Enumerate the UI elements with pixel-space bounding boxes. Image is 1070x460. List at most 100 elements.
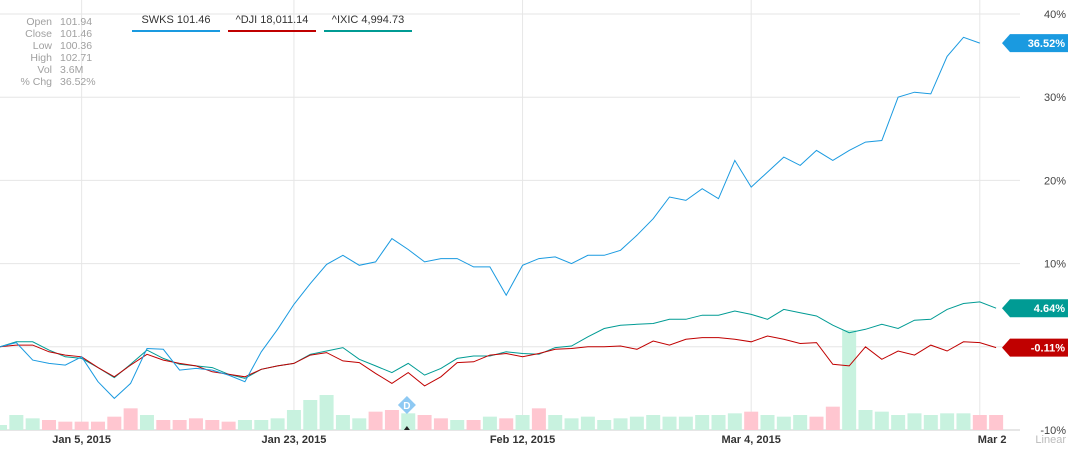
y-tick-label: 40%	[1044, 9, 1066, 21]
volume-bar	[940, 413, 955, 430]
volume-bar	[319, 395, 334, 430]
info-label: High	[30, 52, 52, 64]
volume-bar	[776, 416, 791, 430]
volume-bar	[744, 411, 759, 430]
volume-bar	[580, 416, 595, 430]
info-row-open: Open 101.94	[6, 16, 96, 28]
grid	[0, 0, 1020, 431]
volume-bar	[923, 415, 938, 430]
end-label-tag	[1002, 34, 1068, 53]
end-label-swks: 36.52%	[1002, 34, 1068, 53]
volume-bar	[90, 421, 105, 430]
volume-bar	[286, 410, 301, 430]
volume-bar	[597, 420, 612, 430]
volume-bar	[907, 413, 922, 430]
x-tick-label: Mar 2	[978, 434, 1007, 446]
volume-bar	[156, 420, 171, 430]
volume-bar	[188, 418, 203, 430]
volume-bar	[205, 420, 220, 430]
end-label-text: 36.52%	[1028, 38, 1066, 50]
x-tick-label: Jan 5, 2015	[52, 434, 111, 446]
volume-bar	[139, 415, 154, 430]
event-marker-pointer	[403, 426, 410, 430]
volume-bar	[613, 418, 628, 430]
volume-bar	[891, 415, 906, 430]
info-label: Low	[32, 40, 52, 52]
legend-item-ixic[interactable]: ^IXIC 4,994.73	[324, 10, 412, 32]
info-value: 3.6M	[60, 64, 84, 76]
legend-item-swks[interactable]: SWKS 101.46	[132, 10, 220, 32]
legend-item-dji[interactable]: ^DJI 18,011.14	[228, 10, 316, 32]
x-tick-label: Feb 12, 2015	[490, 434, 555, 446]
info-row-vol: Vol 3.6M	[6, 64, 96, 76]
volume-bar	[972, 415, 987, 430]
y-tick-label: 30%	[1044, 92, 1066, 104]
info-value: 101.46	[60, 28, 93, 40]
volume-bar	[221, 421, 236, 430]
volume-bar	[842, 330, 857, 430]
volume-bar	[989, 415, 1004, 430]
volume-bar	[515, 415, 530, 430]
volume-bar	[107, 416, 122, 430]
volume-bar	[662, 416, 677, 430]
volume-bar	[41, 420, 56, 430]
volume-bar	[760, 415, 775, 430]
volume-bar	[564, 418, 579, 430]
volume-bar	[874, 411, 889, 430]
end-label-tag	[1002, 338, 1068, 357]
info-label: Vol	[37, 64, 52, 76]
y-tick-label: 20%	[1044, 175, 1066, 187]
volume-bar	[858, 410, 873, 430]
volume-bar	[74, 421, 89, 430]
volume-bar	[711, 415, 726, 430]
series-lines	[0, 36, 997, 400]
x-axis: Jan 5, 2015 Jan 23, 2015 Feb 12, 2015 Mar 4…	[52, 434, 1066, 446]
info-value: 100.36	[60, 40, 93, 52]
y-tick-label: -10%	[1040, 425, 1066, 437]
x-tick-label: Mar 4, 2015	[722, 434, 781, 446]
volume-bar	[466, 420, 481, 430]
info-label: % Chg	[20, 76, 52, 88]
volume-bar	[433, 418, 448, 430]
volume-bar	[368, 411, 383, 430]
scale-label: Linear	[1035, 434, 1066, 446]
series-line-swks	[0, 36, 980, 400]
end-labels: 36.52% -0.11% 4.64%	[1002, 34, 1068, 357]
event-marker-diamond	[397, 396, 416, 414]
end-label-ixic: 4.64%	[1002, 299, 1068, 318]
event-marker[interactable]: D	[397, 396, 416, 430]
end-label-dji: -0.11%	[1002, 338, 1068, 357]
volume-bar	[303, 400, 318, 430]
volume-bar	[335, 415, 350, 430]
volume-bar	[237, 420, 252, 430]
info-row-low: Low 100.36	[6, 40, 96, 52]
info-row-high: High 102.71	[6, 52, 96, 64]
volume-bar	[825, 406, 840, 430]
volume-bar	[531, 408, 546, 430]
end-label-tag	[1002, 299, 1068, 318]
volume-bars	[0, 330, 1004, 430]
y-tick-label: 10%	[1044, 259, 1066, 271]
volume-bar	[482, 416, 497, 430]
info-panel: Open 101.94 Close 101.46 Low 100.36 High 102…	[6, 16, 96, 88]
volume-bar	[384, 410, 399, 430]
x-tick-label: Jan 23, 2015	[262, 434, 327, 446]
volume-bar	[58, 421, 73, 430]
volume-bar	[417, 415, 432, 430]
volume-bar	[809, 416, 824, 430]
info-row-close: Close 101.46	[6, 28, 96, 40]
series-line-dji	[0, 335, 997, 387]
volume-bar	[548, 415, 563, 430]
info-value: 102.71	[60, 52, 93, 64]
volume-bar	[695, 415, 710, 430]
end-label-text: 4.64%	[1034, 303, 1065, 315]
volume-bar	[352, 418, 367, 430]
info-value: 36.52%	[60, 76, 96, 88]
volume-bar	[450, 420, 465, 430]
volume-bar	[254, 420, 269, 430]
volume-bar	[270, 418, 285, 430]
volume-bar	[678, 416, 693, 430]
volume-bar	[956, 413, 971, 430]
